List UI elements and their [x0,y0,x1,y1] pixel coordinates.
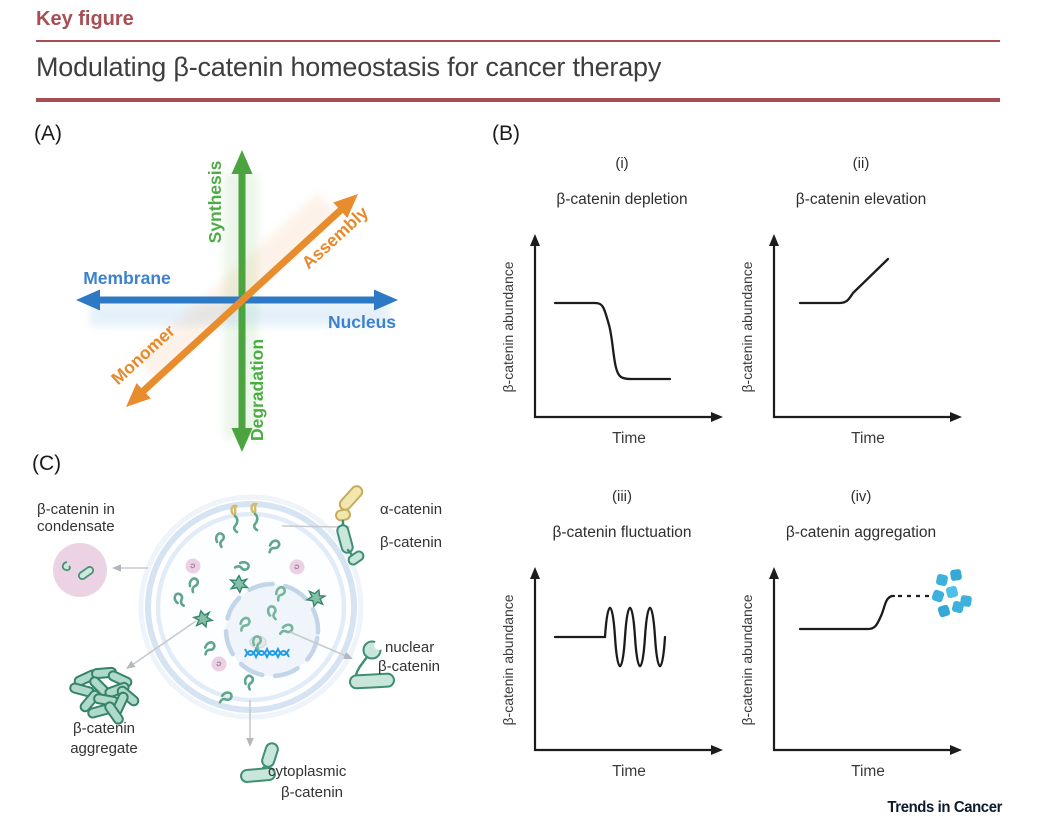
x-axis-label: Time [851,763,885,780]
cytoplasmic-catenin-callout: cytoplasmic β-catenin [240,742,347,801]
y-axis-label: β-catenin abundance [739,594,755,725]
beta-catenin-label: β-catenin [380,534,442,551]
chart-depletion: (i) β-catenin depletion β-catenin abunda… [497,155,747,456]
assembly-axis-glow [136,192,339,381]
chart-plot: β-catenin abundance Time [739,234,962,447]
cytoplasmic-label-line2: β-catenin [281,784,343,801]
condensate-dot-icon [288,558,306,576]
panel-c-cell-diagram: β-catenin in condensate α-catenin β-cate… [37,485,442,801]
cytoplasmic-beta-catenin-icon [240,742,279,783]
chart-title: β-catenin depletion [556,191,688,208]
chart-fluctuation: (iii) β-catenin fluctuation β-catenin ab… [497,488,747,789]
degradation-label: Degradation [247,339,267,441]
beta-catenin-aggregate-icon [69,666,140,725]
condensate-catenin-icon [61,561,71,572]
nucleus [223,581,321,679]
condensate-catenin-icon [77,566,95,580]
membrane-label: Membrane [83,268,171,288]
x-axis-label: Time [612,430,646,447]
membrane-nucleus-arrow [76,289,398,311]
chart-title: β-catenin fluctuation [552,524,692,541]
alpha-catenin-label: α-catenin [380,501,442,518]
condensate-dot-icon [210,655,228,673]
x-axis-label: Time [612,763,646,780]
aggregation-curve [798,594,896,631]
callout-arrows [112,523,353,747]
elevation-curve [798,257,890,305]
y-axis-label: β-catenin abundance [500,261,516,392]
figure-title: Modulating β-catenin homeostasis for can… [36,52,662,82]
monomer-assembly-arrow [126,194,358,407]
nuclear-label-line2: β-catenin [378,658,440,675]
condensate-label-line1: β-catenin in [37,501,115,518]
alpha-beta-catenin-icon [335,485,365,566]
panel-a-axes-diagram: Synthesis Degradation Membrane Nucleus A… [76,150,398,452]
nuclear-beta-catenin-icon [349,640,395,690]
x-axis-label: Time [851,430,885,447]
chart-plot: β-catenin abundance Time [500,567,723,780]
condensate-dot-icon [184,557,202,575]
chart-index: (i) [615,155,629,172]
header-rule-thick [36,98,1000,102]
header-rule-thin [36,40,1000,42]
condensate-callout: β-catenin in condensate [37,501,115,597]
chart-elevation: (ii) β-catenin elevation β-catenin abund… [736,155,986,456]
cytoplasmic-label-line1: cytoplasmic [268,763,347,780]
membrane-complex-callout: α-catenin β-catenin [335,485,442,566]
condensate-label-line2: condensate [37,518,115,535]
chart-index: (iii) [612,488,632,505]
journal-logo: Trends in Cancer [887,799,1002,816]
aggregate-callout: β-catenin aggregate [69,666,140,757]
aggregate-label-line2: aggregate [70,740,138,757]
panel-b-label: (B) [492,122,520,145]
synthesis-label: Synthesis [205,160,225,243]
panel-a-label: (A) [34,122,62,145]
y-axis-label: β-catenin abundance [739,261,755,392]
depletion-curve [553,301,672,381]
y-axis-label: β-catenin abundance [500,594,516,725]
chart-plot: β-catenin abundance Time [500,234,723,447]
chart-aggregation: (iv) β-catenin aggregation β-catenin abu… [736,488,986,789]
aggregate-label-line1: β-catenin [73,720,135,737]
nuclear-catenin-callout: nuclear β-catenin [349,639,440,690]
eyebrow-key-figure: Key figure [36,8,134,30]
nucleus-label: Nucleus [328,312,396,332]
chart-title: β-catenin aggregation [785,524,937,541]
fluctuation-curve [553,606,667,668]
aggregate-cluster-icon [931,569,972,618]
chart-plot: β-catenin abundance Time [739,567,972,780]
chart-index: (iv) [850,488,872,505]
nuclear-label-line1: nuclear [385,639,434,656]
condensate-circle-icon [53,543,107,597]
chart-title: β-catenin elevation [795,191,927,208]
panel-c-label: (C) [32,452,62,475]
chart-index: (ii) [852,155,870,172]
dna-helix-icon [244,646,290,660]
